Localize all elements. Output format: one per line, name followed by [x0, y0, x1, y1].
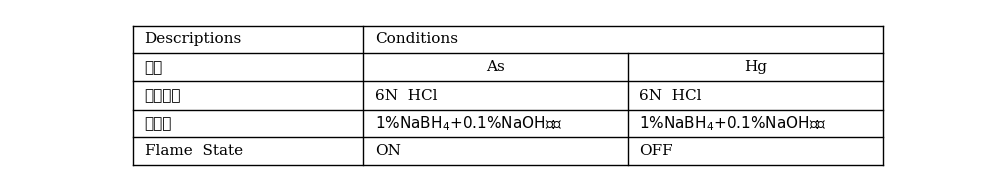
Text: 1%NaBH$_4$+0.1%NaOH용액: 1%NaBH$_4$+0.1%NaOH용액 — [639, 114, 826, 133]
Text: Descriptions: Descriptions — [145, 32, 242, 46]
Text: Flame  State: Flame State — [145, 144, 243, 158]
Text: Hg: Hg — [743, 60, 767, 74]
Text: 1%NaBH$_4$+0.1%NaOH용액: 1%NaBH$_4$+0.1%NaOH용액 — [375, 114, 563, 133]
Text: Conditions: Conditions — [375, 32, 458, 46]
Text: 항목: 항목 — [145, 60, 163, 75]
Text: OFF: OFF — [639, 144, 673, 158]
Text: 환원제: 환원제 — [145, 116, 172, 131]
Text: 산성조건: 산성조건 — [145, 88, 181, 103]
Text: 6N  HCl: 6N HCl — [375, 89, 437, 103]
Text: 6N  HCl: 6N HCl — [639, 89, 702, 103]
Text: As: As — [487, 60, 505, 74]
Text: ON: ON — [375, 144, 401, 158]
